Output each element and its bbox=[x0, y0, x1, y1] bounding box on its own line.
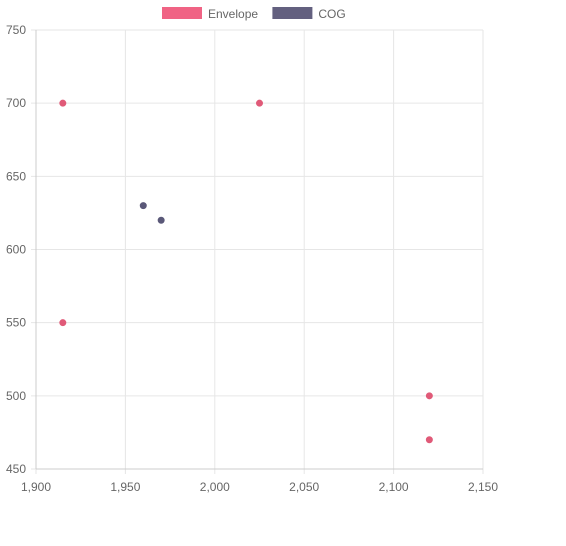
x-tick-label: 2,150 bbox=[468, 480, 498, 494]
data-point-envelope[interactable] bbox=[59, 99, 67, 107]
y-tick-label: 450 bbox=[6, 462, 26, 476]
y-tick-label: 650 bbox=[6, 169, 26, 183]
y-tick-label: 600 bbox=[6, 243, 26, 257]
y-tick-label: 700 bbox=[6, 96, 26, 110]
x-tick-label: 1,950 bbox=[110, 480, 140, 494]
x-tick-label: 2,000 bbox=[200, 480, 230, 494]
legend-label: Envelope bbox=[208, 7, 258, 21]
data-point-envelope[interactable] bbox=[59, 319, 67, 327]
x-tick-label: 1,900 bbox=[21, 480, 51, 494]
x-tick-label: 2,050 bbox=[289, 480, 319, 494]
data-point-cog[interactable] bbox=[157, 216, 165, 224]
legend-swatch bbox=[162, 7, 202, 19]
y-tick-label: 750 bbox=[6, 23, 26, 37]
y-tick-label: 500 bbox=[6, 389, 26, 403]
legend-label: COG bbox=[318, 7, 345, 21]
y-tick-label: 550 bbox=[6, 316, 26, 330]
data-point-cog[interactable] bbox=[139, 202, 147, 210]
data-point-envelope[interactable] bbox=[425, 436, 433, 444]
legend-swatch bbox=[272, 7, 313, 19]
data-point-envelope[interactable] bbox=[425, 392, 433, 400]
x-tick-label: 2,100 bbox=[379, 480, 409, 494]
data-point-envelope[interactable] bbox=[256, 99, 263, 107]
grid-layer bbox=[31, 29, 484, 474]
legend-item-cog[interactable]: COG bbox=[272, 7, 346, 21]
legend-item-envelope[interactable]: Envelope bbox=[162, 7, 258, 21]
axis-layer bbox=[35, 30, 483, 470]
data-point-layer bbox=[59, 99, 433, 444]
tick-label-layer: 1,900 1,950 2,000 2,050 2,100 2,150 450 500 550 6… bbox=[6, 23, 498, 494]
legend[interactable]: Envelope COG bbox=[162, 7, 346, 21]
